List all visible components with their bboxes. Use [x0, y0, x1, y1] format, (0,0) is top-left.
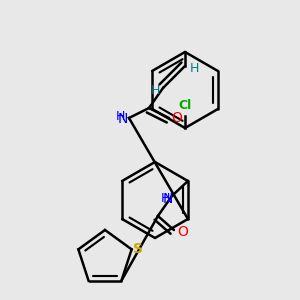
Text: H: H: [150, 83, 160, 97]
Text: H: H: [189, 61, 199, 74]
Text: O: O: [172, 111, 182, 125]
Text: Cl: Cl: [178, 99, 192, 112]
Text: S: S: [133, 242, 142, 256]
Text: N: N: [118, 112, 128, 126]
Text: H: H: [116, 110, 125, 122]
Text: H: H: [160, 193, 170, 206]
Text: O: O: [178, 225, 188, 239]
Text: N: N: [163, 192, 173, 206]
